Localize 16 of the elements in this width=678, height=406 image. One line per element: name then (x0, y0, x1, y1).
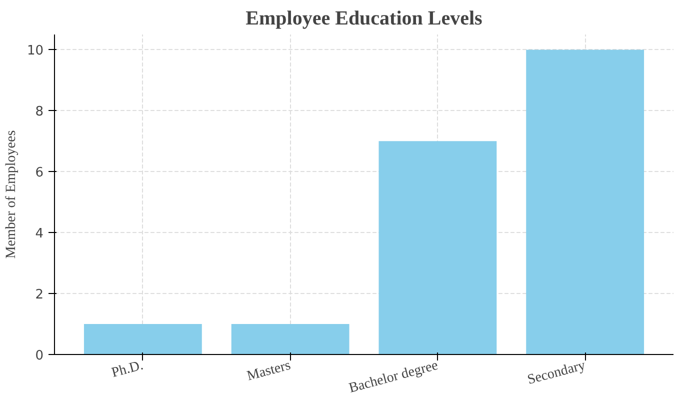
y-tick-label: 4 (35, 226, 44, 242)
bar (84, 324, 202, 354)
chart-title: Employee Education Levels (246, 8, 483, 30)
x-tick-label: Masters (246, 358, 292, 384)
y-tick-label: 0 (35, 348, 44, 364)
y-tick-label: 8 (35, 104, 44, 120)
y-tick-label: 2 (35, 288, 44, 303)
x-tick-label: Ph.D. (110, 358, 145, 381)
bar (526, 50, 644, 354)
x-tick-label: Secondary (526, 358, 588, 388)
x-tick-label: Bachelor degree (348, 358, 440, 396)
bar (378, 141, 497, 354)
y-axis-title: Member of Employees (4, 130, 19, 259)
y-tick-label: 6 (35, 166, 44, 181)
y-tick-label: 10 (26, 44, 44, 59)
bar (231, 324, 350, 354)
